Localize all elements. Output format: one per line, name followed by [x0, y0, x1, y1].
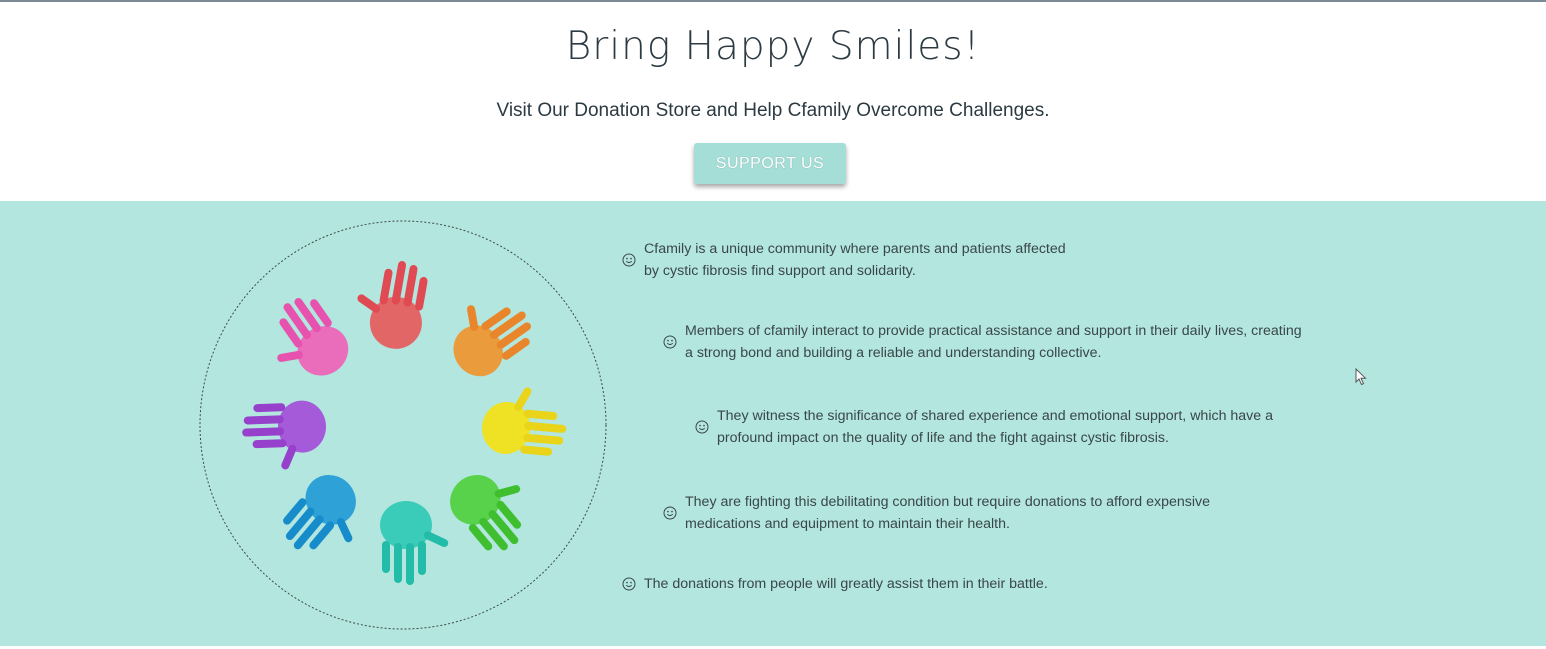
handprint-green-icon — [450, 474, 522, 551]
smiley-icon — [695, 420, 709, 434]
handprint-teal-icon — [380, 501, 449, 585]
info-point-text: The donations from people will greatly a… — [644, 576, 1048, 592]
bottom-divider — [0, 646, 1546, 649]
info-point-text: They witness the significance of shared … — [717, 408, 1274, 446]
handprint-pink-icon — [277, 298, 349, 376]
info-point: The donations from people will greatly a… — [622, 573, 1142, 595]
smiley-icon — [622, 253, 636, 267]
handprint-red-icon — [357, 261, 428, 349]
info-point: Members of cfamily interact to provide p… — [663, 320, 1313, 364]
info-point-text: They are fighting this debilitating cond… — [685, 494, 1211, 532]
support-us-button[interactable]: SUPPORT US — [694, 143, 846, 184]
handprint-yellow-icon — [482, 387, 567, 456]
page-title: Bring Happy Smiles! — [565, 24, 981, 69]
handprint-purple-icon — [242, 400, 326, 470]
smiley-icon — [663, 506, 677, 520]
hero-section: Bring Happy Smiles! Visit Our Donation S… — [0, 0, 1546, 201]
info-point-text: Members of cfamily interact to provide p… — [685, 323, 1302, 361]
smiley-icon — [663, 335, 677, 349]
info-point: Cfamily is a unique community where pare… — [622, 238, 1082, 282]
handprints-image — [198, 219, 608, 631]
info-point-text: Cfamily is a unique community where pare… — [644, 241, 1066, 279]
top-divider — [0, 0, 1546, 2]
info-point: They are fighting this debilitating cond… — [663, 491, 1233, 535]
handprint-orange-icon — [453, 305, 531, 377]
handprint-blue-icon — [283, 474, 356, 550]
info-point: They witness the significance of shared … — [695, 405, 1315, 449]
mouse-cursor-icon — [1355, 368, 1367, 386]
smiley-icon — [622, 577, 636, 591]
page-subtitle: Visit Our Donation Store and Help Cfamil… — [496, 100, 1050, 121]
